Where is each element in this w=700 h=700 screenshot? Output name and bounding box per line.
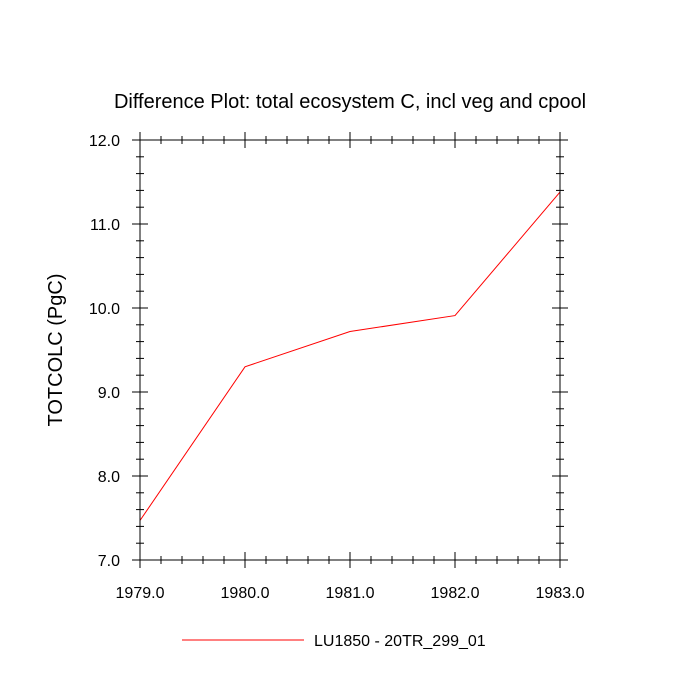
legend: LU1850 - 20TR_299_01 <box>182 633 486 650</box>
x-axis: 1979.0 1980.0 1981.0 1982.0 1983.0 <box>116 132 585 602</box>
x-tick-label: 1982.0 <box>431 585 480 602</box>
y-tick-label: 12.0 <box>89 133 120 150</box>
x-tick-label: 1980.0 <box>221 585 270 602</box>
y-tick-label: 8.0 <box>98 469 120 486</box>
y-axis-label: TOTCOLC (PgC) <box>45 274 67 427</box>
data-point <box>455 315 456 316</box>
chart-title: Difference Plot: total ecosystem C, incl… <box>114 91 586 113</box>
y-tick-label: 10.0 <box>89 301 120 318</box>
x-tick-label: 1979.0 <box>116 585 165 602</box>
legend-label: LU1850 - 20TR_299_01 <box>314 633 486 650</box>
y-tick-label: 7.0 <box>98 553 120 570</box>
series-line <box>139 191 561 521</box>
y-tick-label: 11.0 <box>90 217 120 234</box>
y-axis: 7.0 8.0 9.0 10.0 11.0 12.0 <box>89 133 568 570</box>
plot-frame <box>139 139 561 561</box>
x-tick-label: 1981.0 <box>326 585 375 602</box>
data-point <box>245 366 246 367</box>
x-tick-label: 1983.0 <box>536 585 585 602</box>
y-tick-label: 9.0 <box>98 385 120 402</box>
plot-series <box>139 191 561 521</box>
data-point <box>350 331 351 332</box>
